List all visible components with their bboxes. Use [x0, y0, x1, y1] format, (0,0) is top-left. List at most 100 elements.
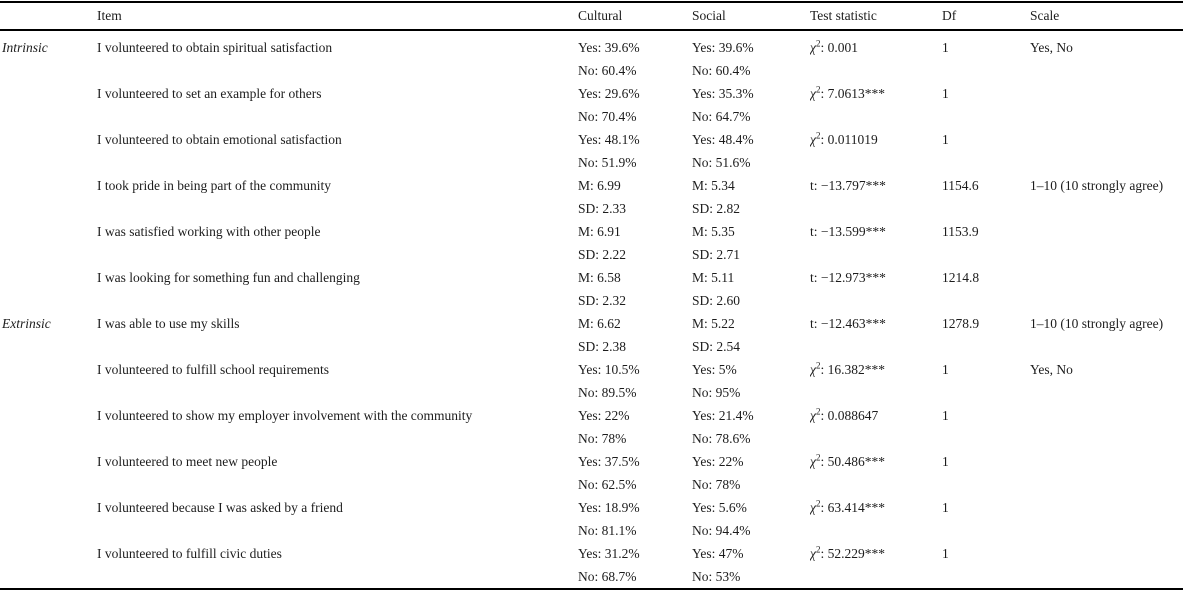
scale-value [1030, 496, 1183, 519]
df-value: 1 [942, 500, 949, 515]
statistic-value: : 63.414*** [820, 500, 885, 515]
row-test-statistic-cell: t: −13.797*** [810, 174, 942, 220]
table-header: Item Cultural Social Test statistic Df S… [0, 2, 1183, 31]
row-social-cell: Yes: 5% No: 95% [692, 358, 810, 404]
df-value: 1214.8 [942, 270, 980, 285]
cultural-value-line2: No: 51.9% [578, 155, 637, 170]
cultural-value-line2: SD: 2.38 [578, 339, 627, 354]
cultural-value-line2: No: 60.4% [578, 63, 637, 78]
row-cultural-cell: Yes: 22% No: 78% [578, 404, 692, 450]
row-social-cell: Yes: 48.4% No: 51.6% [692, 128, 810, 174]
row-test-statistic-cell: χ2: 50.486*** [810, 450, 942, 496]
row-item-cell: I volunteered to obtain emotional satisf… [97, 128, 578, 174]
social-value-line2: SD: 2.60 [692, 293, 741, 308]
row-item-text: I was looking for something fun and chal… [97, 270, 360, 285]
df-value: 1153.9 [942, 224, 979, 239]
test-statistic-value: χ2: 0.011019 [810, 128, 942, 151]
cultural-value-line2: No: 68.7% [578, 569, 637, 584]
row-group-cell [0, 450, 97, 496]
row-scale-cell [1030, 82, 1183, 128]
statistic-superscript: 2 [815, 84, 821, 95]
social-value-line2: No: 95% [692, 385, 741, 400]
cultural-value-line1: Yes: 48.1% [578, 132, 640, 147]
row-item-text: I was satisfied working with other peopl… [97, 224, 321, 239]
statistic-value: : −13.797*** [813, 178, 886, 193]
social-value-line1: Yes: 5% [692, 362, 737, 377]
row-item-cell: I volunteered because I was asked by a f… [97, 496, 578, 542]
social-value-line2: SD: 2.82 [692, 201, 741, 216]
row-test-statistic-cell: χ2: 0.011019 [810, 128, 942, 174]
row-cultural-cell: Yes: 18.9% No: 81.1% [578, 496, 692, 542]
cultural-value-line1: M: 6.91 [578, 224, 621, 239]
row-scale-cell: Yes, No [1030, 358, 1183, 404]
row-item-cell: I was looking for something fun and chal… [97, 266, 578, 312]
column-header-group [0, 2, 97, 31]
test-statistic-value: χ2: 52.229*** [810, 542, 942, 565]
cultural-value-line1: Yes: 29.6% [578, 86, 640, 101]
row-group-label: Intrinsic [2, 40, 48, 55]
cultural-value-line1: Yes: 31.2% [578, 546, 640, 561]
social-value-line1: Yes: 5.6% [692, 500, 747, 515]
row-item-text: I volunteered to set an example for othe… [97, 86, 322, 101]
statistic-symbol: t [810, 178, 814, 193]
row-group-cell [0, 266, 97, 312]
social-value-line2: No: 53% [692, 569, 741, 584]
row-social-cell: Yes: 47% No: 53% [692, 542, 810, 589]
social-value-line1: M: 5.34 [692, 178, 735, 193]
row-cultural-cell: M: 6.99 SD: 2.33 [578, 174, 692, 220]
column-header-test-statistic: Test statistic [810, 2, 942, 31]
social-value-line1: M: 5.35 [692, 224, 735, 239]
row-scale-cell [1030, 128, 1183, 174]
row-df-cell: 1154.6 [942, 174, 1030, 220]
table-row: I volunteered to fulfill civic duties Ye… [0, 542, 1183, 589]
social-value-line2: No: 51.6% [692, 155, 751, 170]
table-row: I was looking for something fun and chal… [0, 266, 1183, 312]
statistic-value: : 16.382*** [820, 362, 885, 377]
statistic-symbol: χ [810, 86, 816, 101]
cultural-value-line1: Yes: 39.6% [578, 40, 640, 55]
row-scale-cell: 1–10 (10 strongly agree) [1030, 312, 1183, 358]
row-scale-cell: 1–10 (10 strongly agree) [1030, 174, 1183, 220]
df-value: 1 [942, 408, 949, 423]
row-df-cell: 1 [942, 82, 1030, 128]
scale-value [1030, 450, 1183, 473]
row-test-statistic-cell: t: −12.973*** [810, 266, 942, 312]
table-row: I volunteered to meet new people Yes: 37… [0, 450, 1183, 496]
row-df-cell: 1 [942, 404, 1030, 450]
row-group-label [0, 450, 97, 473]
row-scale-cell [1030, 496, 1183, 542]
column-header-item: Item [97, 2, 578, 31]
table-body: Intrinsic I volunteered to obtain spirit… [0, 30, 1183, 589]
statistic-value: : 7.0613*** [820, 86, 885, 101]
row-social-cell: Yes: 5.6% No: 94.4% [692, 496, 810, 542]
cultural-value-line1: Yes: 10.5% [578, 362, 640, 377]
row-test-statistic-cell: χ2: 0.088647 [810, 404, 942, 450]
cultural-value-line2: SD: 2.22 [578, 247, 627, 262]
row-group-cell [0, 82, 97, 128]
df-value: 1 [942, 40, 949, 55]
cultural-value-line2: No: 78% [578, 431, 627, 446]
row-group-cell [0, 358, 97, 404]
statistic-superscript: 2 [815, 452, 821, 463]
statistic-value: : −13.599*** [813, 224, 886, 239]
cultural-value-line1: M: 6.58 [578, 270, 621, 285]
social-value-line1: Yes: 22% [692, 454, 744, 469]
social-value-line1: Yes: 47% [692, 546, 744, 561]
row-item-cell: I was satisfied working with other peopl… [97, 220, 578, 266]
row-item-text: I volunteered to show my employer involv… [97, 408, 473, 423]
table-row: I was satisfied working with other peopl… [0, 220, 1183, 266]
test-statistic-value: t: −13.797*** [810, 174, 942, 197]
row-item-text: I was able to use my skills [97, 316, 240, 331]
row-scale-cell [1030, 542, 1183, 589]
row-group-cell [0, 404, 97, 450]
table-row: I volunteered to set an example for othe… [0, 82, 1183, 128]
statistic-value: : 0.001 [820, 40, 858, 55]
row-cultural-cell: Yes: 29.6% No: 70.4% [578, 82, 692, 128]
row-cultural-cell: Yes: 39.6% No: 60.4% [578, 30, 692, 82]
table-row: Extrinsic I was able to use my skills M:… [0, 312, 1183, 358]
test-statistic-value: χ2: 0.088647 [810, 404, 942, 427]
social-value-line2: No: 78.6% [692, 431, 751, 446]
row-item-cell: I volunteered to set an example for othe… [97, 82, 578, 128]
